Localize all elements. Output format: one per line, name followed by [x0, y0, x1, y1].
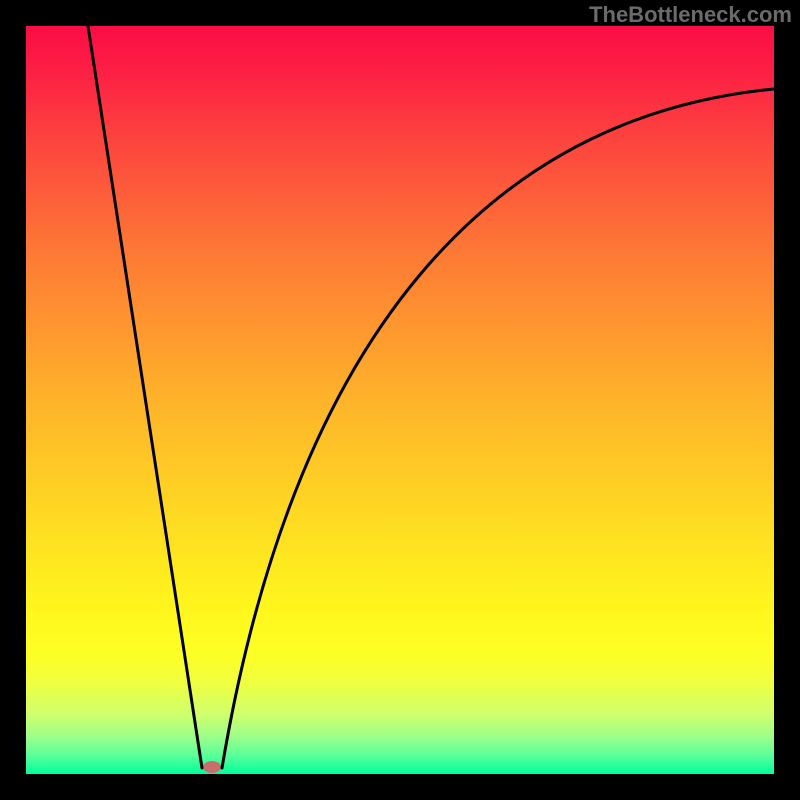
valley-marker	[203, 761, 221, 773]
watermark-text: TheBottleneck.com	[589, 2, 792, 28]
curve-layer	[26, 26, 774, 774]
curve-right-branch	[222, 89, 774, 768]
chart-container: TheBottleneck.com	[0, 0, 800, 800]
curve-left-branch	[88, 26, 202, 768]
plot-area	[26, 26, 774, 774]
